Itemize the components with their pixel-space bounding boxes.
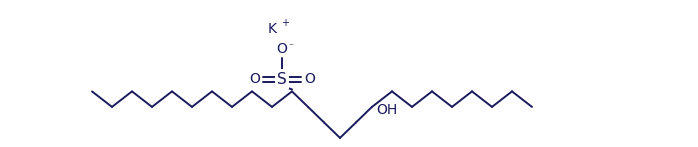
Text: K: K <box>267 22 276 36</box>
Text: +: + <box>281 18 289 28</box>
Text: O: O <box>249 72 260 86</box>
Text: S: S <box>277 71 287 86</box>
Text: O: O <box>276 42 288 56</box>
Text: ⁻: ⁻ <box>288 42 293 52</box>
Text: O: O <box>304 72 315 86</box>
Text: OH: OH <box>376 103 397 117</box>
